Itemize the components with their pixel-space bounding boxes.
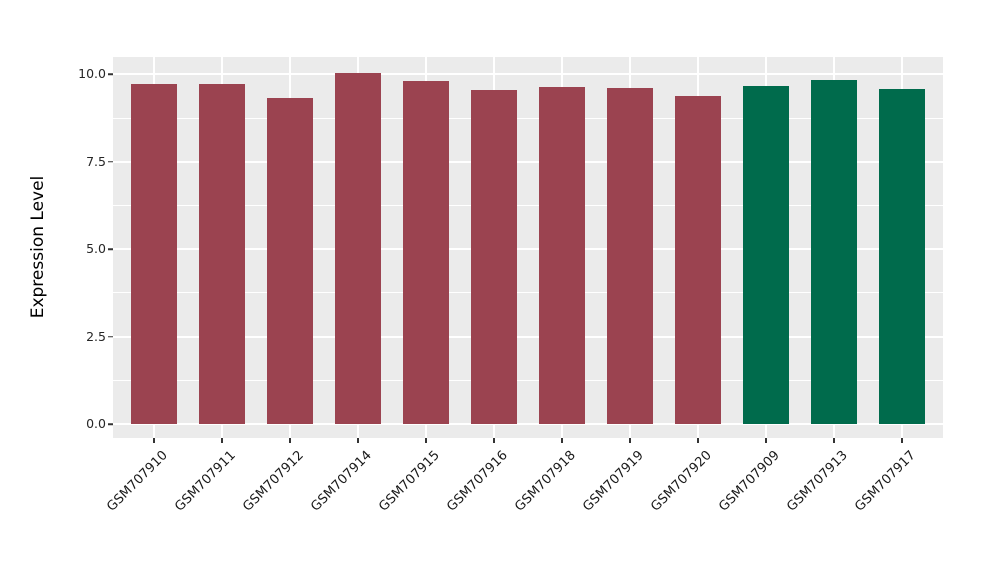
x-tick-mark [425,438,427,443]
y-tick-label: 0.0 [86,415,106,431]
x-tick-mark [153,438,155,443]
bar-slot [392,57,460,438]
bar-slot [120,57,188,438]
bar-slot [800,57,868,438]
x-axis-slot: GSM707909 [716,438,800,558]
x-tick-mark [901,438,903,443]
y-tick-mark [108,248,113,250]
y-tick-mark [108,161,113,163]
x-tick-label-GSM707910: GSM707910 [103,448,171,515]
gridline-major [113,160,943,163]
bar-slot [732,57,800,438]
y-tick-label: 7.5 [86,153,106,169]
x-axis-slot: GSM707920 [648,438,732,558]
x-axis-slot: GSM707915 [376,438,460,558]
x-tick-mark [765,438,767,443]
x-tick-mark [697,438,699,443]
x-axis-slot: GSM707917 [852,438,936,558]
x-axis-slot: GSM707913 [784,438,868,558]
bars-layer [113,57,943,438]
gridline-major [113,335,943,338]
x-axis-slot: GSM707919 [580,438,664,558]
bar-slot [188,57,256,438]
x-axis-slot: GSM707916 [444,438,528,558]
bar-GSM707914 [334,73,381,425]
gridline-minor [113,379,943,381]
bar-GSM707919 [607,88,654,425]
x-axis-slot: GSM707912 [240,438,324,558]
bar-GSM707917 [879,89,926,425]
bar-GSM707912 [266,97,313,425]
y-tick-label: 10.0 [78,66,106,82]
x-tick-mark [833,438,835,443]
x-tick-mark [221,438,223,443]
x-axis-slot: GSM707910 [104,438,188,558]
gridline-major [113,423,943,426]
plot-panel [113,57,943,438]
gridline-minor [113,117,943,119]
bar-GSM707913 [811,79,858,425]
x-tick-mark [357,438,359,443]
bar-slot [596,57,664,438]
gridline-major [113,248,943,251]
gridline-minor [113,205,943,207]
x-tick-mark [493,438,495,443]
y-tick-mark [108,423,113,425]
bar-GSM707911 [198,84,245,425]
x-tick-mark [289,438,291,443]
bar-slot [664,57,732,438]
x-axis: GSM707910 GSM707911 GSM707912 GSM707914 GSM7… [104,438,943,558]
bar-slot [868,57,936,438]
bar-slot [528,57,596,438]
gridline-major [113,73,943,76]
bar-GSM707918 [539,86,585,425]
bar-slot [460,57,528,438]
x-tick-mark [561,438,563,443]
x-axis-slot: GSM707911 [172,438,256,558]
y-tick-label: 2.5 [86,328,106,344]
bar-slot [324,57,392,438]
bar-GSM707915 [402,81,449,425]
y-tick-mark [108,73,113,76]
bar-GSM707910 [130,83,177,425]
bar-GSM707920 [675,96,722,425]
y-tick-mark [108,335,113,338]
bar-GSM707916 [470,89,517,425]
x-axis-slot: GSM707914 [308,438,392,558]
x-axis-slot: GSM707918 [512,438,596,558]
gridline-minor [113,292,943,294]
bar-GSM707909 [743,85,790,425]
x-tick-mark [629,438,631,443]
y-tick-label: 5.0 [86,240,106,256]
bar-slot [256,57,324,438]
